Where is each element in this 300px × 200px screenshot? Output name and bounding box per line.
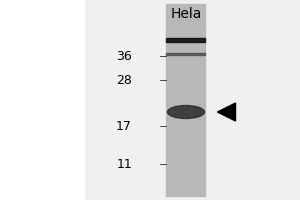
- Ellipse shape: [167, 106, 205, 118]
- Bar: [84, 0, 300, 200]
- Bar: [167, 53, 206, 55]
- Text: Hela: Hela: [170, 7, 202, 21]
- Text: 28: 28: [116, 73, 132, 86]
- Bar: [167, 4, 206, 196]
- Text: 36: 36: [116, 49, 132, 62]
- Bar: [0, 0, 84, 200]
- Polygon shape: [218, 103, 236, 121]
- Text: 17: 17: [116, 119, 132, 132]
- Bar: [167, 38, 206, 42]
- Text: 11: 11: [116, 158, 132, 170]
